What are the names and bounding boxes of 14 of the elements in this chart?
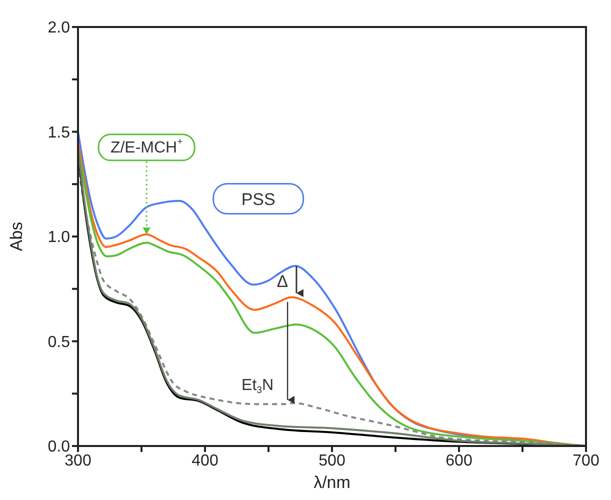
y-tick-label: 1.0 [48,229,70,246]
x-tick-label: 600 [446,452,472,470]
x-axis-title: λ/nm [314,473,350,492]
x-tick-label: 400 [192,452,218,470]
annotation: Et$_{3}$N [242,376,274,396]
y-tick-label: 0.5 [48,334,70,351]
x-tick-label: 500 [318,452,346,470]
x-tick-label: 700 [572,452,600,470]
annotation: Δ [276,272,288,291]
annotation: Z/E-MCH$^{+}$ [110,136,184,156]
annotation: PSS [241,189,276,208]
y-tick-label: 1.5 [48,124,70,142]
y-axis-title: Abs [7,222,26,252]
y-tick-label: 2.0 [48,20,70,37]
